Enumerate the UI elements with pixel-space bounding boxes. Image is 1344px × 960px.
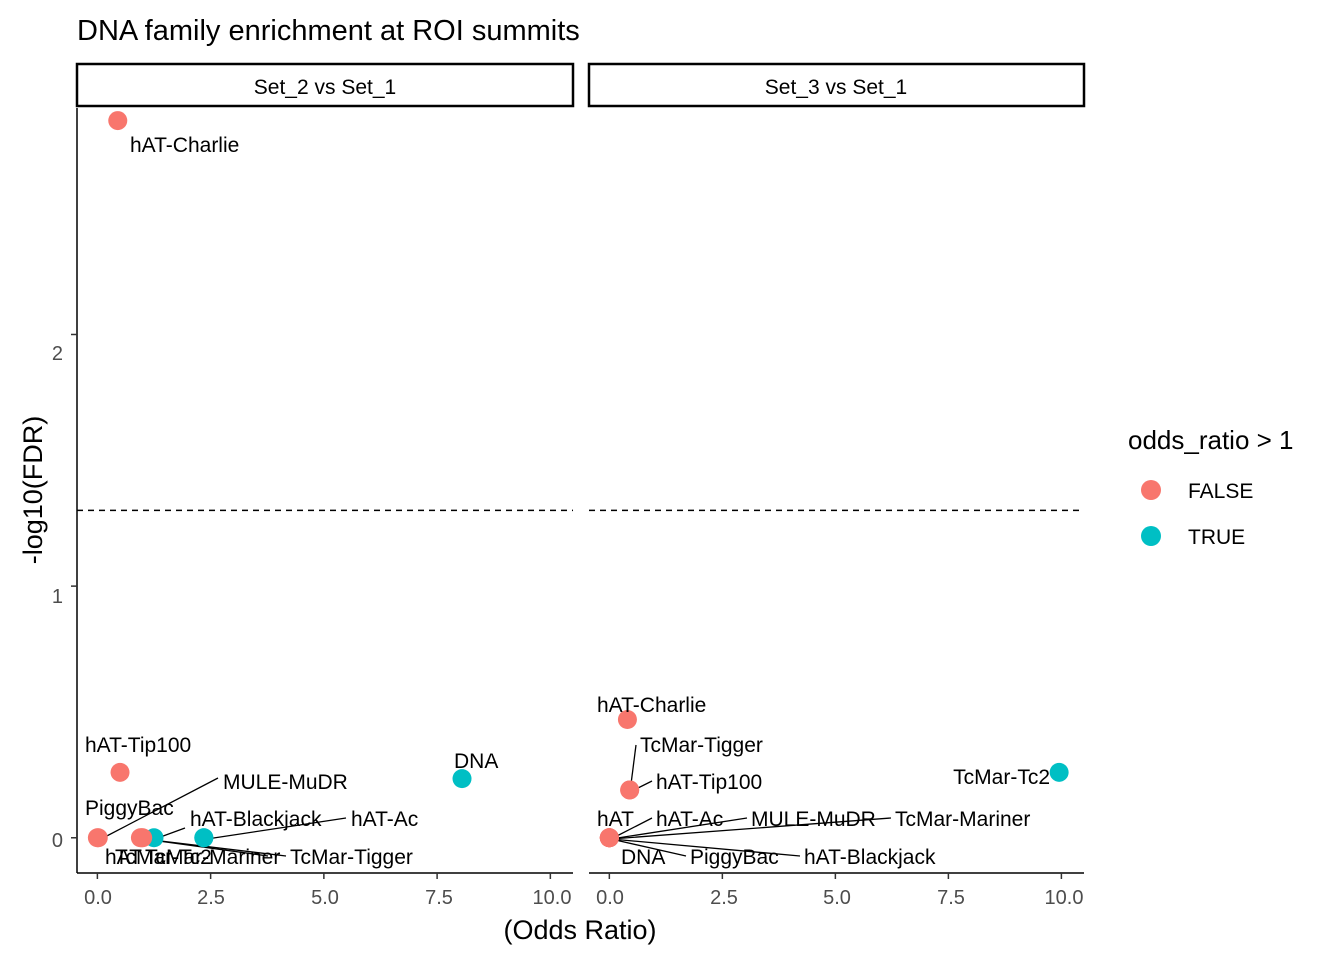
data-point-p2-3 <box>1049 762 1069 782</box>
legend-label-false: FALSE <box>1188 480 1253 503</box>
y-tick-marks <box>71 333 77 839</box>
point-label-p2-9: PiggyBac <box>690 846 779 869</box>
y-tick-label-1: 1 <box>52 586 63 608</box>
point-label-p2-3: TcMar-Tc2 <box>953 766 1050 789</box>
point-label-p1-0: hAT-Charlie <box>130 134 239 157</box>
data-point-p1-7 <box>87 828 107 848</box>
point-label-p2-5: hAT-Ac <box>656 808 723 831</box>
point-labels: hAT-CharliehAT-Tip100PiggyBachATTcMar-Tc… <box>85 134 1050 869</box>
leader-line-p2-7 <box>610 817 892 840</box>
point-label-p1-9: TcMar-Mariner <box>145 846 280 869</box>
legend-title: odds_ratio > 1 <box>1128 425 1294 455</box>
y-tick-label-0: 0 <box>52 830 63 852</box>
leader-line-p1-7 <box>100 777 219 840</box>
data-point-p1-8 <box>194 828 214 848</box>
point-label-p1-3: hAT <box>105 846 142 869</box>
x-tick-label-p1-1: 2.5 <box>197 887 225 909</box>
point-label-p2-0: hAT-Charlie <box>597 694 706 717</box>
data-point-p1-1 <box>110 762 130 782</box>
x-tick-label-p2-2: 5.0 <box>823 887 851 909</box>
legend-key-true <box>1141 526 1161 546</box>
x-tick-label-p2-4: 10.0 <box>1045 887 1084 909</box>
x-tick-label-p1-0: 0.0 <box>84 887 112 909</box>
data-point-p1-6 <box>452 769 472 789</box>
x-axis-title: (Odds Ratio) <box>503 915 656 945</box>
facet-strip-1-label: Set_2 vs Set_1 <box>254 76 396 99</box>
point-label-p1-2: PiggyBac <box>85 797 174 820</box>
x-tick-label-p2-1: 2.5 <box>710 887 738 909</box>
point-label-p1-6: DNA <box>454 750 498 773</box>
point-label-p1-1: hAT-Tip100 <box>85 734 191 757</box>
chart-title: DNA family enrichment at ROI summits <box>77 15 580 47</box>
legend-key-false <box>1141 480 1161 500</box>
x-tick-marks <box>96 873 1063 879</box>
point-label-p1-8: hAT-Ac <box>351 808 418 831</box>
facet-strip-1 <box>75 62 575 108</box>
data-point-p2-0 <box>617 709 637 729</box>
data-point-p1-10 <box>132 828 152 848</box>
data-point-p2-10 <box>599 828 619 848</box>
point-label-p2-8: DNA <box>621 846 665 869</box>
leader-line-p2-10 <box>610 838 801 857</box>
leader-line-p1-8 <box>206 817 347 840</box>
x-tick-label-p1-4: 10.0 <box>533 887 572 909</box>
point-label-p2-6: MULE-MuDR <box>751 808 876 831</box>
legend-label-true: TRUE <box>1188 526 1245 549</box>
point-label-p2-10: hAT-Blackjack <box>804 846 936 869</box>
x-tick-label-p2-3: 7.5 <box>937 887 965 909</box>
point-label-p1-5: hAT-Blackjack <box>190 808 322 831</box>
point-label-p1-4: TcMar-Tc2 <box>115 846 212 869</box>
y-axis-title: -log10(FDR) <box>18 416 48 565</box>
point-label-p2-1: TcMar-Tigger <box>640 734 763 757</box>
data-point-p1-0 <box>108 111 128 131</box>
point-label-p1-7: MULE-MuDR <box>223 771 348 794</box>
label-leader-lines <box>100 744 892 857</box>
point-label-p1-10: TcMar-Tigger <box>290 846 413 869</box>
point-label-p2-4: hAT <box>597 808 634 831</box>
point-label-p2-2: hAT-Tip100 <box>656 771 762 794</box>
x-tick-label-p2-0: 0.0 <box>596 887 624 909</box>
point-label-p2-7: TcMar-Mariner <box>895 808 1030 831</box>
leader-line-p1-10 <box>143 838 287 857</box>
data-points <box>87 111 1069 848</box>
facet-strip-2-label: Set_3 vs Set_1 <box>765 76 907 99</box>
x-tick-label-p1-2: 5.0 <box>311 887 339 909</box>
facet-strip-2 <box>587 62 1086 108</box>
x-tick-label-p1-3: 7.5 <box>425 887 453 909</box>
data-point-p2-2 <box>620 780 640 800</box>
leader-line-p2-6 <box>610 817 748 840</box>
y-tick-label-2: 2 <box>52 343 63 365</box>
leader-line-p2-9 <box>610 838 687 857</box>
